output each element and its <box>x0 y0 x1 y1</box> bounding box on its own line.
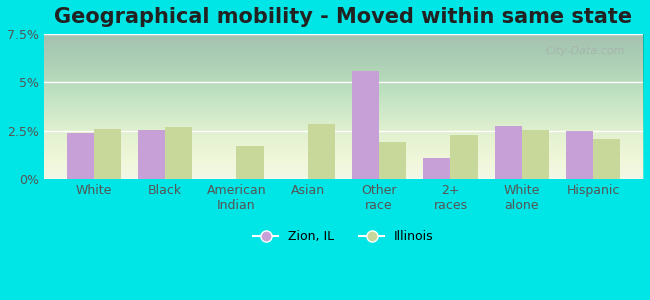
Bar <box>165 127 192 179</box>
Bar <box>307 124 335 179</box>
Bar <box>67 133 94 179</box>
Bar <box>138 130 165 179</box>
Bar <box>94 129 121 179</box>
Bar <box>593 139 620 179</box>
Title: Geographical mobility - Moved within same state: Geographical mobility - Moved within sam… <box>55 7 632 27</box>
Bar <box>379 142 406 179</box>
Bar <box>495 126 522 179</box>
Bar <box>237 146 263 179</box>
Legend: Zion, IL, Illinois: Zion, IL, Illinois <box>248 225 439 248</box>
Text: City-Data.com: City-Data.com <box>545 46 625 56</box>
Bar <box>423 158 450 179</box>
Bar <box>522 130 549 179</box>
Bar <box>450 135 478 179</box>
Bar <box>352 71 379 179</box>
Bar <box>566 131 593 179</box>
